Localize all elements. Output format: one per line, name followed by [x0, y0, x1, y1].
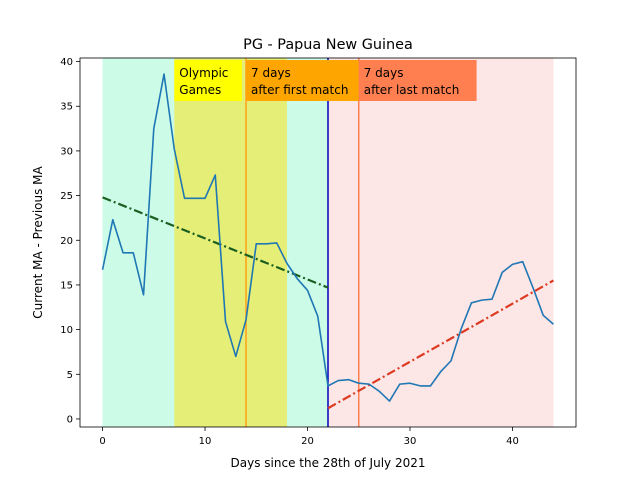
annotation-box-1 [246, 60, 359, 101]
annotation-text-2-0: 7 days [364, 66, 404, 80]
series-line-0 [101, 73, 554, 402]
plot-frame [79, 57, 577, 428]
x-tick-label-10: 10 [199, 436, 212, 447]
annotation-text-0-0: Olympic [179, 66, 228, 80]
y-tick-label-30: 30 [60, 146, 73, 157]
y-tick-label-0: 0 [67, 414, 73, 425]
annotation-text-0-1: Games [179, 83, 221, 97]
shaded-region-2 [174, 58, 288, 427]
y-tick-label-10: 10 [60, 325, 73, 336]
y-tick-label-35: 35 [60, 102, 73, 113]
annotation-0: Olympic Games [174, 60, 242, 101]
annotation-2: 7 days after last match [358, 60, 477, 101]
annotation-box-0 [174, 60, 242, 101]
annotation-text-1-1: after first match [251, 83, 348, 97]
x-tick-label-20: 20 [301, 436, 314, 447]
y-axis-label: Current MA - Previous MA [31, 165, 45, 318]
x-axis-label: Days since the 28th of July 2021 [231, 456, 426, 470]
x-tick-label-40: 40 [506, 436, 519, 447]
y-tick-label-5: 5 [67, 370, 73, 381]
y-tick-label-15: 15 [60, 280, 73, 291]
x-tick-label-0: 0 [99, 436, 105, 447]
shaded-region-1 [328, 58, 554, 427]
annotation-1: 7 days after first match [246, 60, 359, 101]
y-tick-label-40: 40 [60, 57, 73, 68]
trend-line-0 [102, 196, 329, 289]
y-tick-label-25: 25 [60, 191, 73, 202]
y-tick-label-20: 20 [60, 236, 73, 247]
annotation-text-1-0: 7 days [251, 66, 291, 80]
x-tick-label-30: 30 [404, 436, 417, 447]
annotation-text-2-1: after last match [364, 83, 460, 97]
annotation-box-2 [358, 60, 477, 101]
chart-title: PG - Papua New Guinea [243, 37, 413, 53]
